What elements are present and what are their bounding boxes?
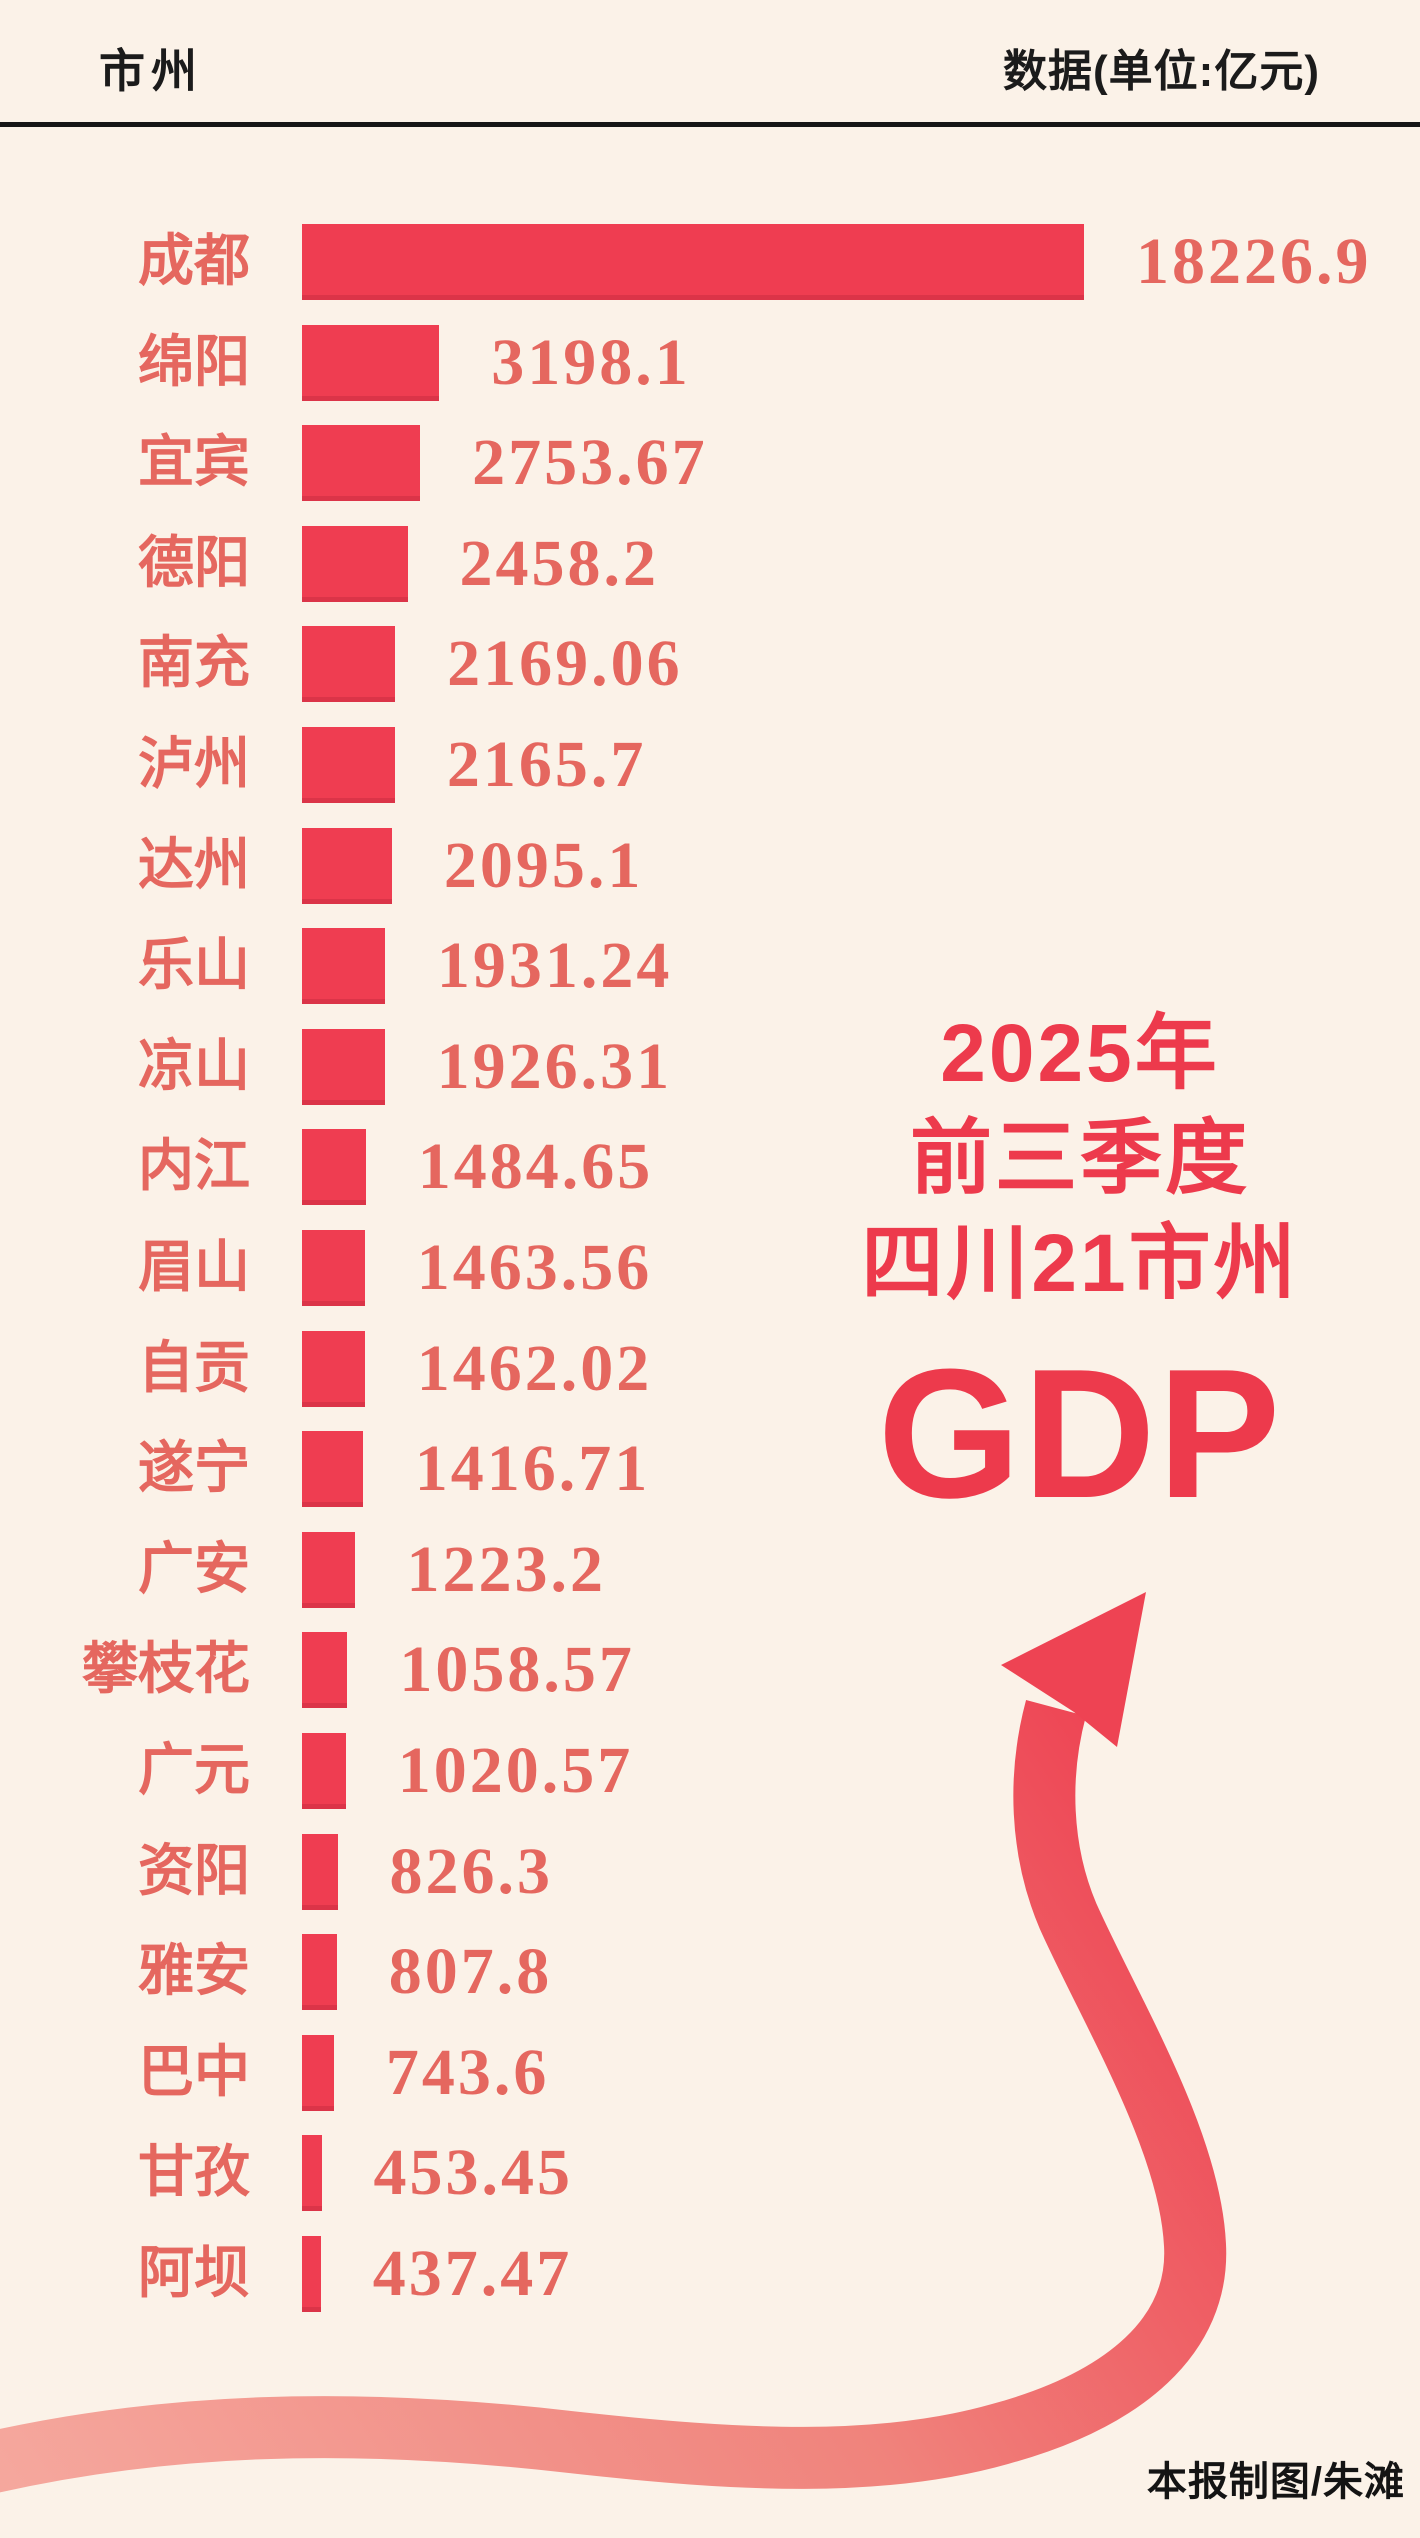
city-label: 攀枝花 [82,1639,250,1702]
value-label: 1926.31 [436,1029,673,1103]
title-line-year: 2025年 [940,1008,1220,1099]
city-label: 遂宁 [138,1438,250,1501]
value-bar [302,727,395,803]
city-label: 达州 [138,834,250,897]
value-label: 807.8 [388,1935,553,2009]
chart-row: 自贡 1462.02 [0,1330,1420,1407]
value-label: 1416.71 [414,1432,651,1506]
value-bar [302,1230,365,1306]
value-bar [302,1129,366,1206]
value-label: 18226.9 [1136,225,1372,298]
value-bar [302,1934,337,2011]
credit-byline: 本报制图/朱滩 [1146,2460,1405,2504]
chart-row: 南充 2169.06 [0,626,1420,703]
value-bar [302,1632,348,1709]
title-gdp: GDP [877,1329,1283,1536]
city-label: 广元 [138,1740,250,1802]
city-label: 甘孜 [138,2142,250,2205]
value-label: 2165.7 [446,728,647,801]
value-label: 2169.06 [447,627,683,701]
chart-row: 巴中 743.6 [0,2034,1420,2111]
value-bar [302,425,421,502]
city-label: 德阳 [138,532,250,595]
value-label: 1931.24 [436,929,673,1003]
header-divider [0,122,1420,127]
city-label: 南充 [138,633,250,696]
value-bar [302,827,392,904]
chart-row: 攀枝花 1058.57 [0,1632,1420,1709]
value-bar [302,2236,321,2312]
city-label: 宜宾 [138,432,250,495]
value-label: 453.45 [373,2136,573,2210]
chart-row: 广安 1223.2 [0,1531,1420,1608]
city-label: 凉山 [138,1035,250,1098]
value-label: 2458.2 [459,526,659,600]
title-line-region: 四川21市州 [861,1217,1299,1309]
value-label: 826.3 [389,1834,553,1908]
chart-row: 绵阳 3198.1 [0,324,1420,401]
value-label: 1020.57 [397,1734,634,1807]
value-bar [302,626,396,703]
chart-row: 资阳 826.3 [0,1833,1420,1910]
value-label: 2095.1 [443,828,644,902]
city-label: 阿坝 [138,2243,250,2305]
city-label: 巴中 [138,2041,250,2104]
chart-row: 遂宁 1416.71 [0,1431,1420,1508]
value-bar [302,224,1084,300]
chart-row: 达州 2095.1 [0,827,1420,904]
city-label: 雅安 [138,1941,250,2004]
column-header-data-unit: 数据(单位:亿元) [1003,47,1320,96]
chart-row: 阿坝 437.47 [0,2236,1420,2312]
value-label: 437.47 [372,2237,573,2310]
value-label: 743.6 [385,2035,550,2109]
value-bar [302,1733,346,1809]
value-bar [302,525,408,602]
city-label: 自贡 [138,1337,250,1400]
city-label: 广安 [138,1538,250,1601]
chart-row: 凉山 1926.31 [0,1028,1420,1105]
value-bar [302,1833,338,1910]
value-label: 3198.1 [491,325,691,399]
value-bar [302,2034,334,2111]
value-bar [302,2135,322,2212]
value-label: 1058.57 [399,1633,635,1707]
title-line-period: 前三季度 [909,1112,1250,1204]
city-label: 眉山 [138,1237,250,1299]
value-label: 1463.56 [416,1231,653,1304]
city-label: 绵阳 [138,331,250,394]
city-label: 成都 [138,231,250,293]
chart-title-block: 2025年 前三季度 四川21市州 GDP [820,1002,1340,1525]
chart-row: 内江 1484.65 [0,1129,1420,1206]
value-bar [302,324,440,401]
chart-row: 甘孜 453.45 [0,2135,1420,2212]
chart-row: 泸州 2165.7 [0,727,1420,803]
value-label: 2753.67 [472,426,708,500]
chart-row: 雅安 807.8 [0,1934,1420,2011]
city-label: 内江 [138,1136,250,1199]
chart-row: 成都 18226.9 [0,224,1420,300]
chart-row: 眉山 1463.56 [0,1230,1420,1306]
city-label: 泸州 [138,734,250,796]
value-label: 1223.2 [406,1532,606,1606]
value-label: 1484.65 [417,1130,654,1204]
chart-row: 乐山 1931.24 [0,928,1420,1005]
city-label: 乐山 [138,935,250,998]
city-label: 资阳 [138,1840,250,1903]
chart-row: 德阳 2458.2 [0,525,1420,602]
value-bar [302,928,385,1005]
value-bar [302,1431,363,1508]
column-header-region: 市州 [99,45,203,97]
value-bar [302,1330,365,1407]
chart-row: 宜宾 2753.67 [0,425,1420,502]
value-bar [302,1028,385,1105]
value-label: 1462.02 [416,1331,653,1405]
chart-row: 广元 1020.57 [0,1733,1420,1809]
value-bar [302,1531,355,1608]
